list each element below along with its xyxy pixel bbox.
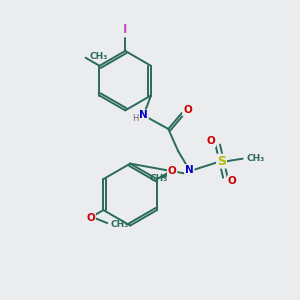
Text: N: N [185,165,194,175]
Text: N: N [139,110,148,120]
Text: H: H [132,114,138,123]
Text: I: I [123,23,127,36]
Text: O: O [168,166,177,176]
Text: CH₃: CH₃ [111,220,129,229]
Text: CH₃: CH₃ [150,174,168,183]
Text: O: O [228,176,237,186]
Text: CH₃: CH₃ [246,154,265,163]
Text: O: O [183,105,192,116]
Text: S: S [217,154,226,168]
Text: CH₃: CH₃ [89,52,107,61]
Text: O: O [86,213,95,223]
Text: O: O [206,136,215,146]
